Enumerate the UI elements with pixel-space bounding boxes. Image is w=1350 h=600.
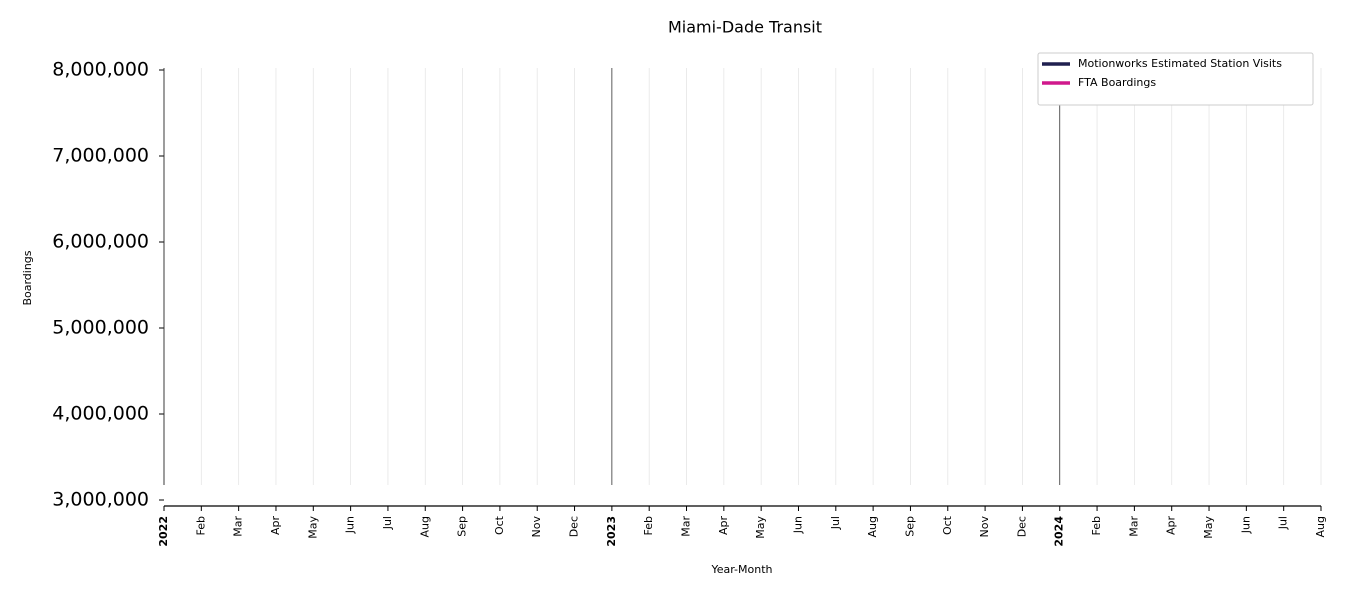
- y-tick-label: 8,000,000: [52, 59, 149, 81]
- x-tick-label: Dec: [568, 516, 581, 537]
- y-tick-label: 3,000,000: [52, 489, 149, 511]
- x-tick-label: Dec: [1015, 516, 1028, 537]
- x-tick-label: Jul: [381, 516, 394, 530]
- x-tick-label: Jul: [1277, 516, 1290, 530]
- x-tick-label: Feb: [1090, 516, 1103, 535]
- x-tick-label: 2023: [605, 516, 618, 547]
- x-tick-label: Jun: [344, 516, 357, 534]
- x-tick-label: Aug: [866, 516, 879, 537]
- x-tick-label: Aug: [1314, 516, 1327, 537]
- x-tick-label: Sep: [456, 516, 469, 537]
- x-tick-label: Apr: [1165, 516, 1178, 536]
- y-tick-label: 6,000,000: [52, 231, 149, 253]
- x-tick-label: May: [306, 516, 319, 539]
- x-axis-label: Year-Month: [710, 563, 772, 576]
- x-tick-label: Apr: [269, 516, 282, 536]
- legend-label: Motionworks Estimated Station Visits: [1078, 57, 1282, 70]
- legend: Motionworks Estimated Station Visits FTA …: [1037, 52, 1314, 106]
- x-tick-label: May: [754, 516, 767, 539]
- x-tick-label: Mar: [232, 516, 245, 537]
- x-tick-label: Oct: [941, 515, 954, 535]
- x-tick-label: Nov: [530, 516, 543, 538]
- x-tick-label: Mar: [680, 516, 693, 537]
- chart-title: Miami-Dade Transit: [668, 18, 822, 37]
- legend-label: FTA Boardings: [1078, 76, 1156, 89]
- x-tick-label: Feb: [642, 516, 655, 535]
- x-tick-label: Sep: [903, 516, 916, 537]
- x-tick-label: Apr: [717, 516, 730, 536]
- x-tick-label: Oct: [493, 515, 506, 535]
- x-tick-label: May: [1202, 516, 1215, 539]
- x-tick-label: Jun: [1239, 516, 1252, 534]
- y-tick-label: 5,000,000: [52, 317, 149, 339]
- x-tick-label: 2022: [157, 516, 170, 547]
- x-tick-label: Jun: [791, 516, 804, 534]
- y-axis-label: Boardings: [21, 250, 34, 305]
- x-tick-label: Aug: [418, 516, 431, 537]
- x-tick-label: Feb: [194, 516, 207, 535]
- y-tick-label: 4,000,000: [52, 403, 149, 425]
- x-tick-label: Nov: [978, 516, 991, 538]
- x-tick-label: Jul: [829, 516, 842, 530]
- x-tick-label: Mar: [1127, 516, 1140, 537]
- legend-box: [1037, 52, 1314, 106]
- y-tick-label: 7,000,000: [52, 145, 149, 167]
- x-tick-label: 2024: [1053, 516, 1066, 547]
